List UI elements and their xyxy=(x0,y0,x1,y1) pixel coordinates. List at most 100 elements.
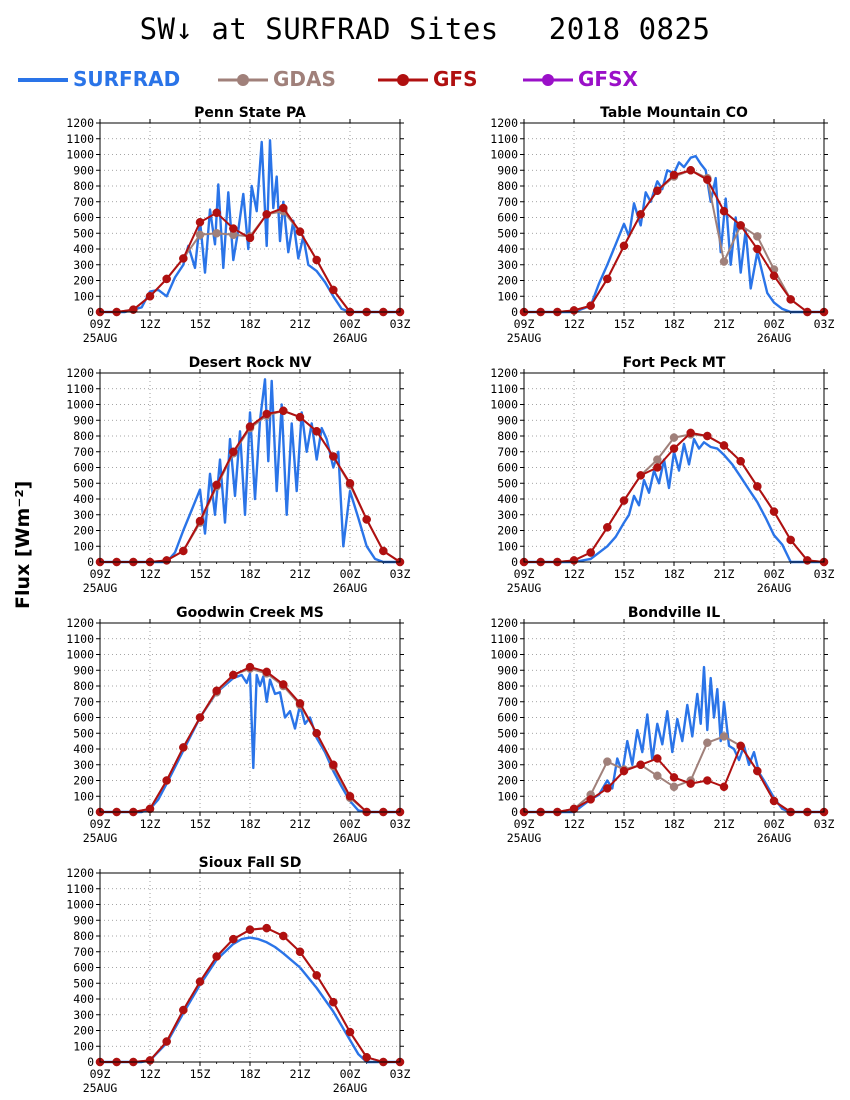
x-date-label: 25AUG xyxy=(83,331,118,345)
x-tick-label: 09Z xyxy=(90,567,111,581)
series-line-surfrad xyxy=(524,665,824,814)
x-date-label: 25AUG xyxy=(83,831,118,845)
x-tick-label: 18Z xyxy=(240,1067,261,1081)
series-point-gfs xyxy=(669,773,679,782)
y-tick-label: 400 xyxy=(73,242,94,256)
y-tick-label: 400 xyxy=(73,742,94,756)
y-tick-label: 1100 xyxy=(66,882,94,896)
panel-frame xyxy=(99,622,401,813)
legend-swatch-gfs xyxy=(378,74,428,86)
series-point-gfs xyxy=(803,556,812,565)
series-point-gfs xyxy=(212,480,221,490)
series-point-gfs xyxy=(636,760,645,769)
y-tick-label: 800 xyxy=(497,429,518,443)
x-tick-label: 03Z xyxy=(814,567,835,581)
y-tick-label: 200 xyxy=(497,774,518,788)
y-tick-label: 600 xyxy=(73,211,94,225)
series-point-gfs xyxy=(736,221,745,230)
x-tick-label: 21Z xyxy=(290,817,311,831)
series-point-gfs xyxy=(145,1056,155,1065)
y-tick-label: 900 xyxy=(497,663,518,677)
panel-frame xyxy=(99,122,401,313)
y-tick-label: 800 xyxy=(497,179,518,193)
series-point-gfs xyxy=(736,456,745,466)
x-tick-label: 15Z xyxy=(190,1067,211,1081)
x-tick-label: 03Z xyxy=(390,567,411,581)
y-tick-label: 0 xyxy=(87,805,94,819)
y-tick-label: 900 xyxy=(497,163,518,177)
y-tick-label: 0 xyxy=(87,555,94,569)
panel-title: Bondville IL xyxy=(628,605,720,621)
x-tick-label: 15Z xyxy=(190,317,211,331)
y-tick-label: 500 xyxy=(73,726,94,740)
x-tick-label: 18Z xyxy=(240,567,261,581)
y-tick-label: 400 xyxy=(497,242,518,256)
y-tick-label: 1200 xyxy=(490,116,518,130)
y-tick-label: 400 xyxy=(497,742,518,756)
x-tick-label: 12Z xyxy=(140,817,161,831)
y-tick-label: 200 xyxy=(73,274,94,288)
x-tick-label: 21Z xyxy=(714,567,735,581)
series-point-gdas xyxy=(653,455,662,464)
y-tick-label: 100 xyxy=(73,289,94,303)
y-tick-label: 1000 xyxy=(66,148,94,162)
y-tick-label: 700 xyxy=(497,695,518,709)
series-point-gfs xyxy=(279,203,288,213)
series-point-gfs xyxy=(636,210,645,219)
panel-fort-peck-mt: Fort Peck MT0100200300400500600700800900… xyxy=(490,355,834,595)
series-point-gfs xyxy=(312,971,321,980)
panel-goodwin-creek-ms: Goodwin Creek MS010020030040050060070080… xyxy=(66,605,410,845)
x-date-label: 26AUG xyxy=(757,831,792,845)
series-line-surfrad xyxy=(524,437,824,564)
x-date-label: 25AUG xyxy=(507,331,542,345)
y-tick-label: 700 xyxy=(73,695,94,709)
y-tick-label: 0 xyxy=(511,555,518,569)
x-tick-label: 15Z xyxy=(614,317,635,331)
series-point-gfs xyxy=(229,670,238,680)
panel-penn-state-pa: Penn State PA010020030040050060070080090… xyxy=(66,105,410,345)
y-tick-label: 100 xyxy=(497,289,518,303)
x-tick-label: 15Z xyxy=(614,567,635,581)
series-point-gfs xyxy=(603,784,612,793)
y-tick-label: 300 xyxy=(497,258,518,272)
x-tick-label: 21Z xyxy=(290,317,311,331)
series-point-gfs xyxy=(262,409,271,419)
y-tick-label: 600 xyxy=(497,711,518,725)
figure-title-right: 2018 0825 xyxy=(548,12,711,46)
series-point-gfs xyxy=(245,925,255,934)
series-point-gfs xyxy=(329,760,338,769)
y-tick-label: 300 xyxy=(73,758,94,772)
series-point-gfs xyxy=(295,947,305,956)
series-point-gfs xyxy=(753,482,762,491)
y-tick-label: 600 xyxy=(73,961,94,975)
series-point-gfs xyxy=(212,686,221,695)
x-tick-label: 12Z xyxy=(140,317,161,331)
series-point-gfs xyxy=(179,743,188,752)
y-tick-label: 1000 xyxy=(490,398,518,412)
series-point-gdas xyxy=(669,782,679,792)
series-point-gfs xyxy=(245,233,255,243)
legend-label-gfs: GFS xyxy=(433,67,478,91)
y-tick-label: 600 xyxy=(73,711,94,725)
series-point-gfs xyxy=(379,546,388,556)
series-point-gfs xyxy=(245,662,255,672)
series-point-gfs xyxy=(686,428,695,438)
series-point-gfs xyxy=(145,292,155,301)
series-point-gfs xyxy=(619,241,629,251)
series-point-gfs xyxy=(295,699,305,708)
x-tick-label: 21Z xyxy=(290,1067,311,1081)
series-point-gfs xyxy=(279,680,288,689)
legend-swatch-surfrad xyxy=(18,78,68,82)
y-tick-label: 0 xyxy=(87,1055,94,1069)
panel-frame xyxy=(99,372,401,563)
series-point-gdas xyxy=(195,230,205,240)
y-tick-label: 1200 xyxy=(66,866,94,880)
panel-title: Desert Rock NV xyxy=(189,355,312,371)
panel-frame xyxy=(523,622,825,813)
panel-frame xyxy=(99,872,401,1063)
series-point-gfs xyxy=(329,997,338,1007)
y-tick-label: 300 xyxy=(497,508,518,522)
series-point-gdas xyxy=(753,232,762,241)
series-point-gfs xyxy=(329,285,338,295)
legend-swatch-gfsx xyxy=(523,74,573,86)
